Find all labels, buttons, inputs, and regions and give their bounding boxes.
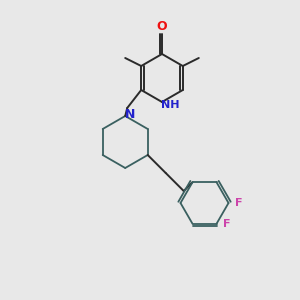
Text: NH: NH xyxy=(161,100,179,110)
Text: N: N xyxy=(125,109,135,122)
Text: F: F xyxy=(235,198,242,208)
Text: O: O xyxy=(157,20,167,34)
Text: F: F xyxy=(223,219,230,229)
